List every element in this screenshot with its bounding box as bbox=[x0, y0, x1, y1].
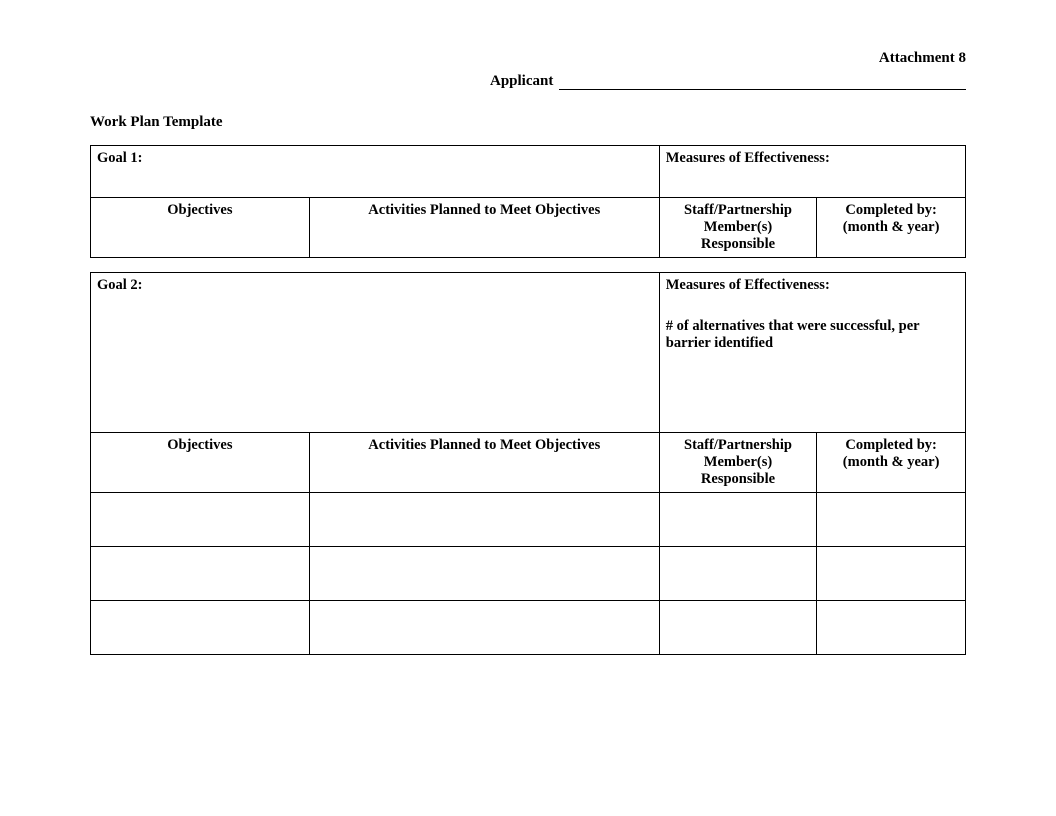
goal-2-table: Goal 2: Measures of Effectiveness: # of … bbox=[90, 272, 966, 655]
col-activities: Activities Planned to Meet Objectives bbox=[309, 198, 659, 258]
cell-activities bbox=[309, 601, 659, 655]
cell-objectives bbox=[91, 601, 310, 655]
cell-staff bbox=[659, 601, 817, 655]
col-completed: Completed by: (month & year) bbox=[817, 198, 966, 258]
applicant-label: Applicant bbox=[490, 73, 553, 90]
goal-1-measures: Measures of Effectiveness: bbox=[659, 146, 965, 198]
col-objectives: Objectives bbox=[91, 433, 310, 493]
goal-2-measures: Measures of Effectiveness: # of alternat… bbox=[659, 273, 965, 433]
table-row bbox=[91, 493, 966, 547]
cell-staff bbox=[659, 547, 817, 601]
cell-completed bbox=[817, 601, 966, 655]
goal-1-table: Goal 1: Measures of Effectiveness: Objec… bbox=[90, 145, 966, 258]
cell-completed bbox=[817, 547, 966, 601]
cell-activities bbox=[309, 493, 659, 547]
goal-1-header-row: Goal 1: Measures of Effectiveness: bbox=[91, 146, 966, 198]
goal-2-columns-row: Objectives Activities Planned to Meet Ob… bbox=[91, 433, 966, 493]
table-row bbox=[91, 601, 966, 655]
cell-completed bbox=[817, 493, 966, 547]
goal-1-columns-row: Objectives Activities Planned to Meet Ob… bbox=[91, 198, 966, 258]
col-staff: Staff/Partnership Member(s) Responsible bbox=[659, 433, 817, 493]
goal-2-label: Goal 2: bbox=[91, 273, 660, 433]
col-completed: Completed by: (month & year) bbox=[817, 433, 966, 493]
cell-objectives bbox=[91, 493, 310, 547]
cell-objectives bbox=[91, 547, 310, 601]
applicant-line: Applicant bbox=[490, 73, 966, 90]
goal-2-measures-body: # of alternatives that were successful, … bbox=[666, 318, 959, 352]
cell-activities bbox=[309, 547, 659, 601]
col-objectives: Objectives bbox=[91, 198, 310, 258]
table-row bbox=[91, 547, 966, 601]
col-staff: Staff/Partnership Member(s) Responsible bbox=[659, 198, 817, 258]
goal-2-header-row: Goal 2: Measures of Effectiveness: # of … bbox=[91, 273, 966, 433]
goal-1-measures-label: Measures of Effectiveness: bbox=[666, 150, 830, 166]
goal-1-label: Goal 1: bbox=[91, 146, 660, 198]
col-activities: Activities Planned to Meet Objectives bbox=[309, 433, 659, 493]
page: Attachment 8 Applicant Work Plan Templat… bbox=[0, 0, 1056, 816]
cell-staff bbox=[659, 493, 817, 547]
applicant-blank-line bbox=[559, 76, 966, 90]
attachment-label: Attachment 8 bbox=[90, 50, 966, 67]
goal-2-measures-label: Measures of Effectiveness: bbox=[666, 277, 830, 293]
page-title: Work Plan Template bbox=[90, 114, 966, 131]
